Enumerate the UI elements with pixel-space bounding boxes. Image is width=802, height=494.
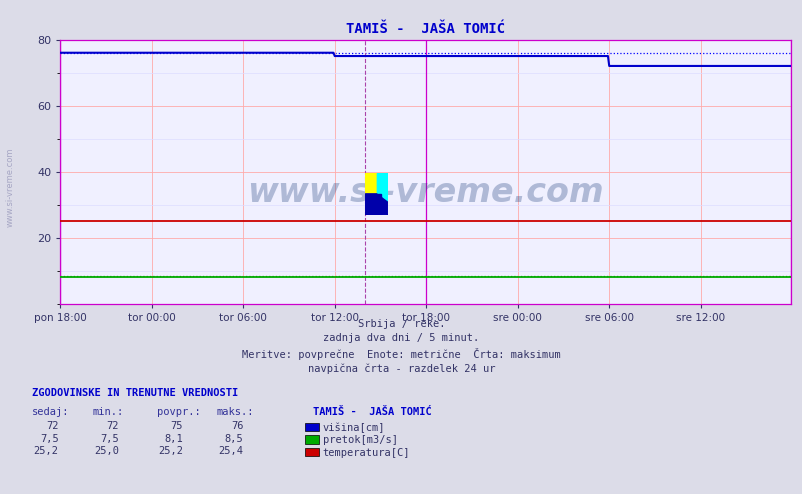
Bar	[365, 194, 381, 215]
Text: www.si-vreme.com: www.si-vreme.com	[6, 148, 15, 227]
Text: Srbija / reke.: Srbija / reke.	[358, 319, 444, 329]
Text: višina[cm]: višina[cm]	[322, 423, 385, 433]
Title: TAMIŠ -  JAŠA TOMIĆ: TAMIŠ - JAŠA TOMIĆ	[346, 22, 504, 36]
Text: 25,0: 25,0	[94, 446, 119, 456]
Text: 75: 75	[170, 421, 183, 431]
Text: zadnja dva dni / 5 minut.: zadnja dva dni / 5 minut.	[323, 333, 479, 343]
Text: temperatura[C]: temperatura[C]	[322, 448, 410, 457]
Text: 7,5: 7,5	[40, 434, 59, 444]
Text: 8,1: 8,1	[164, 434, 183, 444]
Text: TAMIŠ -  JAŠA TOMIĆ: TAMIŠ - JAŠA TOMIĆ	[313, 407, 431, 416]
Text: 72: 72	[106, 421, 119, 431]
Text: navpična črta - razdelek 24 ur: navpična črta - razdelek 24 ur	[307, 363, 495, 373]
Text: pretok[m3/s]: pretok[m3/s]	[322, 435, 397, 445]
Text: maks.:: maks.:	[217, 407, 254, 416]
Text: 7,5: 7,5	[100, 434, 119, 444]
Text: 25,2: 25,2	[34, 446, 59, 456]
Text: 25,4: 25,4	[218, 446, 243, 456]
Polygon shape	[365, 194, 387, 215]
Text: 25,2: 25,2	[158, 446, 183, 456]
Polygon shape	[376, 173, 387, 203]
Text: 8,5: 8,5	[225, 434, 243, 444]
Bar	[376, 173, 387, 203]
Text: 72: 72	[46, 421, 59, 431]
Text: min.:: min.:	[92, 407, 124, 416]
Text: Meritve: povprečne  Enote: metrične  Črta: maksimum: Meritve: povprečne Enote: metrične Črta:…	[242, 348, 560, 360]
Bar	[365, 173, 376, 194]
Text: povpr.:: povpr.:	[156, 407, 200, 416]
Text: 76: 76	[230, 421, 243, 431]
Text: sedaj:: sedaj:	[32, 407, 70, 416]
Text: www.si-vreme.com: www.si-vreme.com	[247, 176, 603, 209]
Text: ZGODOVINSKE IN TRENUTNE VREDNOSTI: ZGODOVINSKE IN TRENUTNE VREDNOSTI	[32, 388, 238, 398]
